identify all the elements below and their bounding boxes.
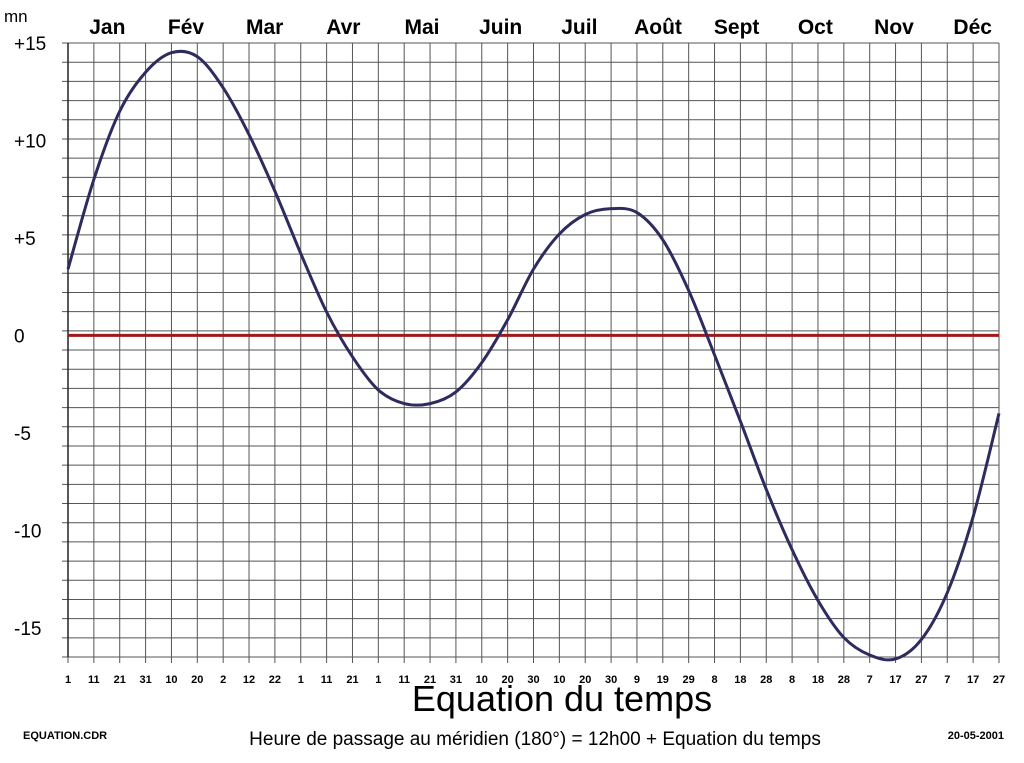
y-tick-label: +10 — [14, 131, 46, 152]
x-tick-label: 11 — [398, 674, 410, 686]
month-label: Sept — [714, 16, 760, 39]
x-tick-label: 20 — [191, 674, 203, 686]
x-tick-label: 7 — [867, 674, 873, 686]
x-tick-labels: 1 11 21 31 10 20 2 12 22 1 11 21 1 11 21 31 10 20 30 10 20 30… — [65, 674, 1005, 686]
month-label: Jan — [89, 16, 125, 39]
date-stamp: 20-05-2001 — [947, 730, 1004, 742]
x-tick-label: 21 — [114, 674, 126, 686]
x-tick-label: 8 — [789, 674, 795, 686]
y-tick-label: +5 — [14, 229, 36, 250]
y-tick-label: 0 — [14, 326, 25, 347]
y-tick-labels: +15 +10 +5 0 -5 -10 -15 — [14, 34, 46, 640]
x-tick-label: 17 — [889, 674, 901, 686]
x-tick-label: 28 — [760, 674, 772, 686]
chart-subtitle: Heure de passage au méridien (180°) = 12… — [249, 729, 821, 750]
y-tick-label: +15 — [14, 34, 46, 55]
x-tick-label: 29 — [683, 674, 695, 686]
y-tick-label: -5 — [14, 424, 31, 445]
x-tick-label: 1 — [298, 674, 304, 686]
y-tick-label: -10 — [14, 521, 41, 542]
month-label: Mai — [405, 16, 440, 39]
x-tick-label: 18 — [812, 674, 824, 686]
x-tick-label: 10 — [165, 674, 177, 686]
x-tick-label: 20 — [502, 674, 514, 686]
equation-of-time-curve — [66, 49, 1001, 662]
x-tick-label: 17 — [967, 674, 979, 686]
x-tick-label: 31 — [139, 674, 151, 686]
x-tick-label: 10 — [553, 674, 565, 686]
x-tick-label: 7 — [944, 674, 950, 686]
month-label: Oct — [798, 16, 833, 39]
x-tick-label: 9 — [634, 674, 640, 686]
x-tick-label: 1 — [65, 674, 71, 686]
x-tick-label: 21 — [424, 674, 436, 686]
x-tick-label: 20 — [579, 674, 591, 686]
x-tick-label: 2 — [220, 674, 226, 686]
month-label: Août — [634, 16, 682, 39]
file-name: EQUATION.CDR — [23, 730, 108, 742]
x-tick-label: 11 — [88, 674, 100, 686]
chart-grid — [62, 42, 1000, 663]
month-label: Mar — [246, 16, 283, 39]
month-label: Avr — [326, 16, 360, 39]
x-tick-label: 28 — [838, 674, 850, 686]
x-tick-label: 19 — [657, 674, 669, 686]
x-tick-label: 18 — [734, 674, 746, 686]
month-label: Juin — [479, 16, 522, 39]
x-tick-label: 21 — [346, 674, 358, 686]
month-label: Juil — [561, 16, 597, 39]
month-label: Fév — [168, 16, 205, 39]
x-tick-label: 27 — [915, 674, 927, 686]
x-tick-label: 8 — [711, 674, 717, 686]
x-tick-label: 12 — [243, 674, 255, 686]
month-label: Nov — [874, 16, 914, 39]
chart-series — [66, 49, 1001, 662]
x-tick-label: 30 — [527, 674, 539, 686]
x-tick-label: 31 — [450, 674, 462, 686]
x-tick-label: 22 — [269, 674, 281, 686]
x-tick-label: 10 — [476, 674, 488, 686]
month-label: Déc — [953, 16, 992, 39]
month-labels: Jan Fév Mar Avr Mai Juin Juil Août Sept Oct Nov Déc — [89, 16, 992, 39]
x-tick-label: 30 — [605, 674, 617, 686]
x-tick-label: 27 — [993, 674, 1005, 686]
x-tick-label: 1 — [375, 674, 381, 686]
x-tick-label: 11 — [321, 674, 333, 686]
chart-title: Equation du temps — [411, 678, 713, 719]
y-tick-label: -15 — [14, 619, 41, 640]
y-axis-unit: mn — [4, 7, 28, 26]
